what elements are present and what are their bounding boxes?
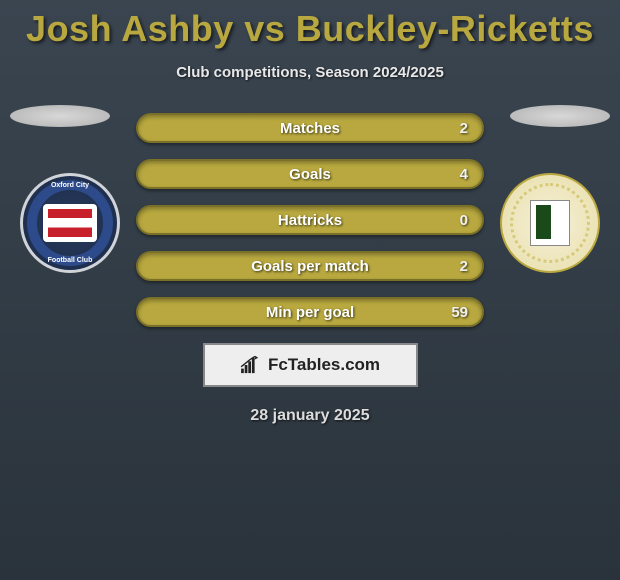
stat-row-goals-per-match: Goals per match 2 xyxy=(136,251,484,281)
stat-bars: Matches 2 Goals 4 Hattricks 0 Goals per … xyxy=(136,113,484,327)
stat-row-min-per-goal: Min per goal 59 xyxy=(136,297,484,327)
brand-text: FcTables.com xyxy=(268,355,380,375)
stat-value: 4 xyxy=(460,166,468,183)
stat-label: Hattricks xyxy=(138,212,482,229)
brand-box[interactable]: FcTables.com xyxy=(203,343,418,387)
bar-chart-icon xyxy=(240,356,262,374)
badge-flag xyxy=(48,209,92,237)
stat-value: 0 xyxy=(460,212,468,229)
subtitle: Club competitions, Season 2024/2025 xyxy=(0,64,620,81)
date-text: 28 january 2025 xyxy=(0,407,620,425)
club-badge-left: Oxford City Football Club xyxy=(20,173,120,273)
ellipse-shadow-right xyxy=(510,105,610,127)
ellipse-shadow-left xyxy=(10,105,110,127)
badge-shield-right xyxy=(530,200,570,246)
badge-shield xyxy=(43,204,97,242)
stat-row-goals: Goals 4 xyxy=(136,159,484,189)
stat-label: Goals per match xyxy=(138,258,482,275)
club-badge-right xyxy=(500,173,600,273)
stat-value: 59 xyxy=(451,304,468,321)
comparison-content: Oxford City Football Club Matches 2 Goal… xyxy=(0,113,620,425)
stat-label: Matches xyxy=(138,120,482,137)
stat-row-matches: Matches 2 xyxy=(136,113,484,143)
stat-value: 2 xyxy=(460,120,468,137)
badge-text-top: Oxford City xyxy=(23,182,117,189)
stat-label: Min per goal xyxy=(138,304,482,321)
stat-row-hattricks: Hattricks 0 xyxy=(136,205,484,235)
page-title: Josh Ashby vs Buckley-Ricketts xyxy=(0,0,620,50)
stat-label: Goals xyxy=(138,166,482,183)
badge-text-bottom: Football Club xyxy=(23,257,117,264)
stat-value: 2 xyxy=(460,258,468,275)
shield-fill xyxy=(536,205,566,239)
